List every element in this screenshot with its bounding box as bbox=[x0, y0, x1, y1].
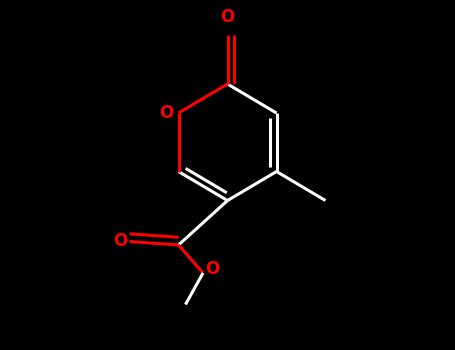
Text: O: O bbox=[159, 104, 173, 122]
Text: O: O bbox=[114, 232, 128, 251]
Text: O: O bbox=[220, 8, 235, 26]
Text: O: O bbox=[205, 260, 219, 279]
